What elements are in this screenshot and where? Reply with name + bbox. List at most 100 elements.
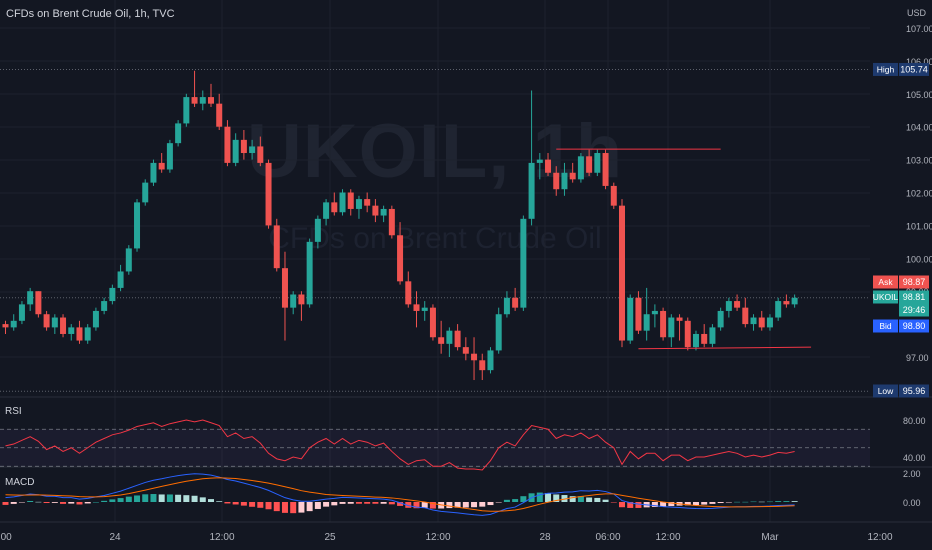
candle-body xyxy=(60,317,67,334)
macd-pane xyxy=(2,473,798,516)
candle-body xyxy=(232,139,239,163)
candle-body xyxy=(257,146,264,163)
candle-body xyxy=(766,317,773,328)
candle-body xyxy=(676,317,683,321)
macd-histogram-bar xyxy=(339,502,346,504)
price-label-value: 95.96 xyxy=(903,386,926,396)
macd-histogram-bar xyxy=(380,502,387,504)
macd-histogram-bar xyxy=(758,501,765,503)
macd-line xyxy=(5,473,795,516)
macd-histogram-bar xyxy=(651,502,658,507)
candle-body xyxy=(487,350,494,371)
macd-label: MACD xyxy=(5,477,35,488)
candle-body xyxy=(791,297,798,305)
candle-body xyxy=(520,218,527,308)
candle-body xyxy=(273,225,280,269)
price-label-value: 98.81 xyxy=(903,292,926,302)
macd-histogram-bar xyxy=(191,495,198,502)
macd-histogram-bar xyxy=(306,502,313,512)
candle-body xyxy=(512,297,519,308)
candle-body xyxy=(619,205,625,341)
candle-body xyxy=(142,182,149,203)
macd-histogram-bar xyxy=(158,494,165,502)
macd-histogram-bar xyxy=(364,502,371,504)
macd-histogram-bar xyxy=(347,502,354,504)
macd-histogram-bar xyxy=(709,502,716,504)
candle-body xyxy=(701,333,708,344)
currency-label: USD xyxy=(907,8,927,18)
macd-histogram-bar xyxy=(413,502,420,509)
macd-histogram-bar xyxy=(142,494,149,502)
candle-body xyxy=(240,139,247,154)
time-axis: 2:00 24 12:00 25 12:00 28 06:00 12:00 Mar 12:00 xyxy=(0,532,893,543)
time-tick-label: 28 xyxy=(539,532,551,543)
macd-histogram-bar xyxy=(594,497,601,502)
macd-histogram-bar xyxy=(742,501,749,503)
price-label-name: Ask xyxy=(878,277,893,287)
macd-histogram-bar xyxy=(479,502,486,507)
time-tick-label: 2:00 xyxy=(0,532,12,543)
macd-histogram-bar xyxy=(134,495,141,502)
candlestick-series xyxy=(2,70,798,381)
macd-histogram-bar xyxy=(84,502,91,504)
candle-body xyxy=(594,153,601,173)
price-label-name: Low xyxy=(878,386,894,396)
macd-histogram-bar xyxy=(109,499,116,502)
macd-histogram-bar xyxy=(117,498,124,502)
macd-histogram-bar xyxy=(725,502,732,503)
candle-body xyxy=(758,317,765,328)
time-tick-label: 24 xyxy=(109,532,121,543)
macd-histogram-bar xyxy=(125,496,132,502)
macd-histogram-bar xyxy=(150,494,157,502)
candle-body xyxy=(216,103,223,127)
macd-histogram-bar xyxy=(545,493,552,502)
candle-body xyxy=(10,320,17,328)
macd-histogram-bar xyxy=(323,502,330,507)
candle-body xyxy=(175,123,182,144)
macd-histogram-bar xyxy=(421,502,428,508)
price-label-name: UKOIL xyxy=(873,292,899,302)
candle-body xyxy=(610,185,617,206)
candle-body xyxy=(725,301,732,311)
price-labels: High 105.74 Ask 98.87 UKOIL 98.81 29:46 Bid 98.8… xyxy=(873,62,929,398)
candle-body xyxy=(281,268,288,308)
price-label-value: 98.87 xyxy=(903,277,926,287)
macd-histogram-bar xyxy=(314,502,321,509)
candle-body xyxy=(306,241,313,305)
macd-histogram-bar xyxy=(183,495,190,502)
candle-body xyxy=(742,307,749,325)
time-tick-label: 12:00 xyxy=(425,532,450,543)
rsi-line xyxy=(5,419,795,471)
candle-body xyxy=(651,310,658,315)
price-label-value: 98.80 xyxy=(903,321,926,331)
macd-histogram-bar xyxy=(166,494,173,502)
time-tick-label: Mar xyxy=(761,532,779,543)
macd-histogram-bar xyxy=(397,502,404,506)
macd-histogram-bar xyxy=(692,502,699,506)
macd-histogram-bar xyxy=(60,502,67,504)
price-label-value-box xyxy=(899,319,929,333)
horizontal-lines xyxy=(556,148,812,350)
macd-histogram-bar xyxy=(791,501,798,502)
candle-body xyxy=(569,172,576,180)
price-tick-label: 100.00 xyxy=(906,254,932,264)
candle-body xyxy=(446,330,453,344)
macd-histogram-bar xyxy=(249,502,256,507)
rsi-label: RSI xyxy=(5,406,22,417)
candle-body xyxy=(109,287,116,302)
macd-histogram-bar xyxy=(454,502,461,508)
macd-histogram-bar xyxy=(208,499,214,502)
macd-histogram-bar xyxy=(734,501,741,503)
macd-histogram-bar xyxy=(372,502,379,504)
signal-line xyxy=(5,477,795,512)
candle-body xyxy=(249,146,256,154)
candle-body xyxy=(199,97,206,104)
price-tick-label: 103.00 xyxy=(906,156,932,166)
time-tick-label: 12:00 xyxy=(867,532,892,543)
price-label-name-box xyxy=(873,384,898,398)
macd-histogram-bar xyxy=(684,502,691,506)
candle-body xyxy=(84,327,91,341)
macd-histogram-bar xyxy=(92,502,99,503)
macd-histogram-bar xyxy=(520,496,527,502)
